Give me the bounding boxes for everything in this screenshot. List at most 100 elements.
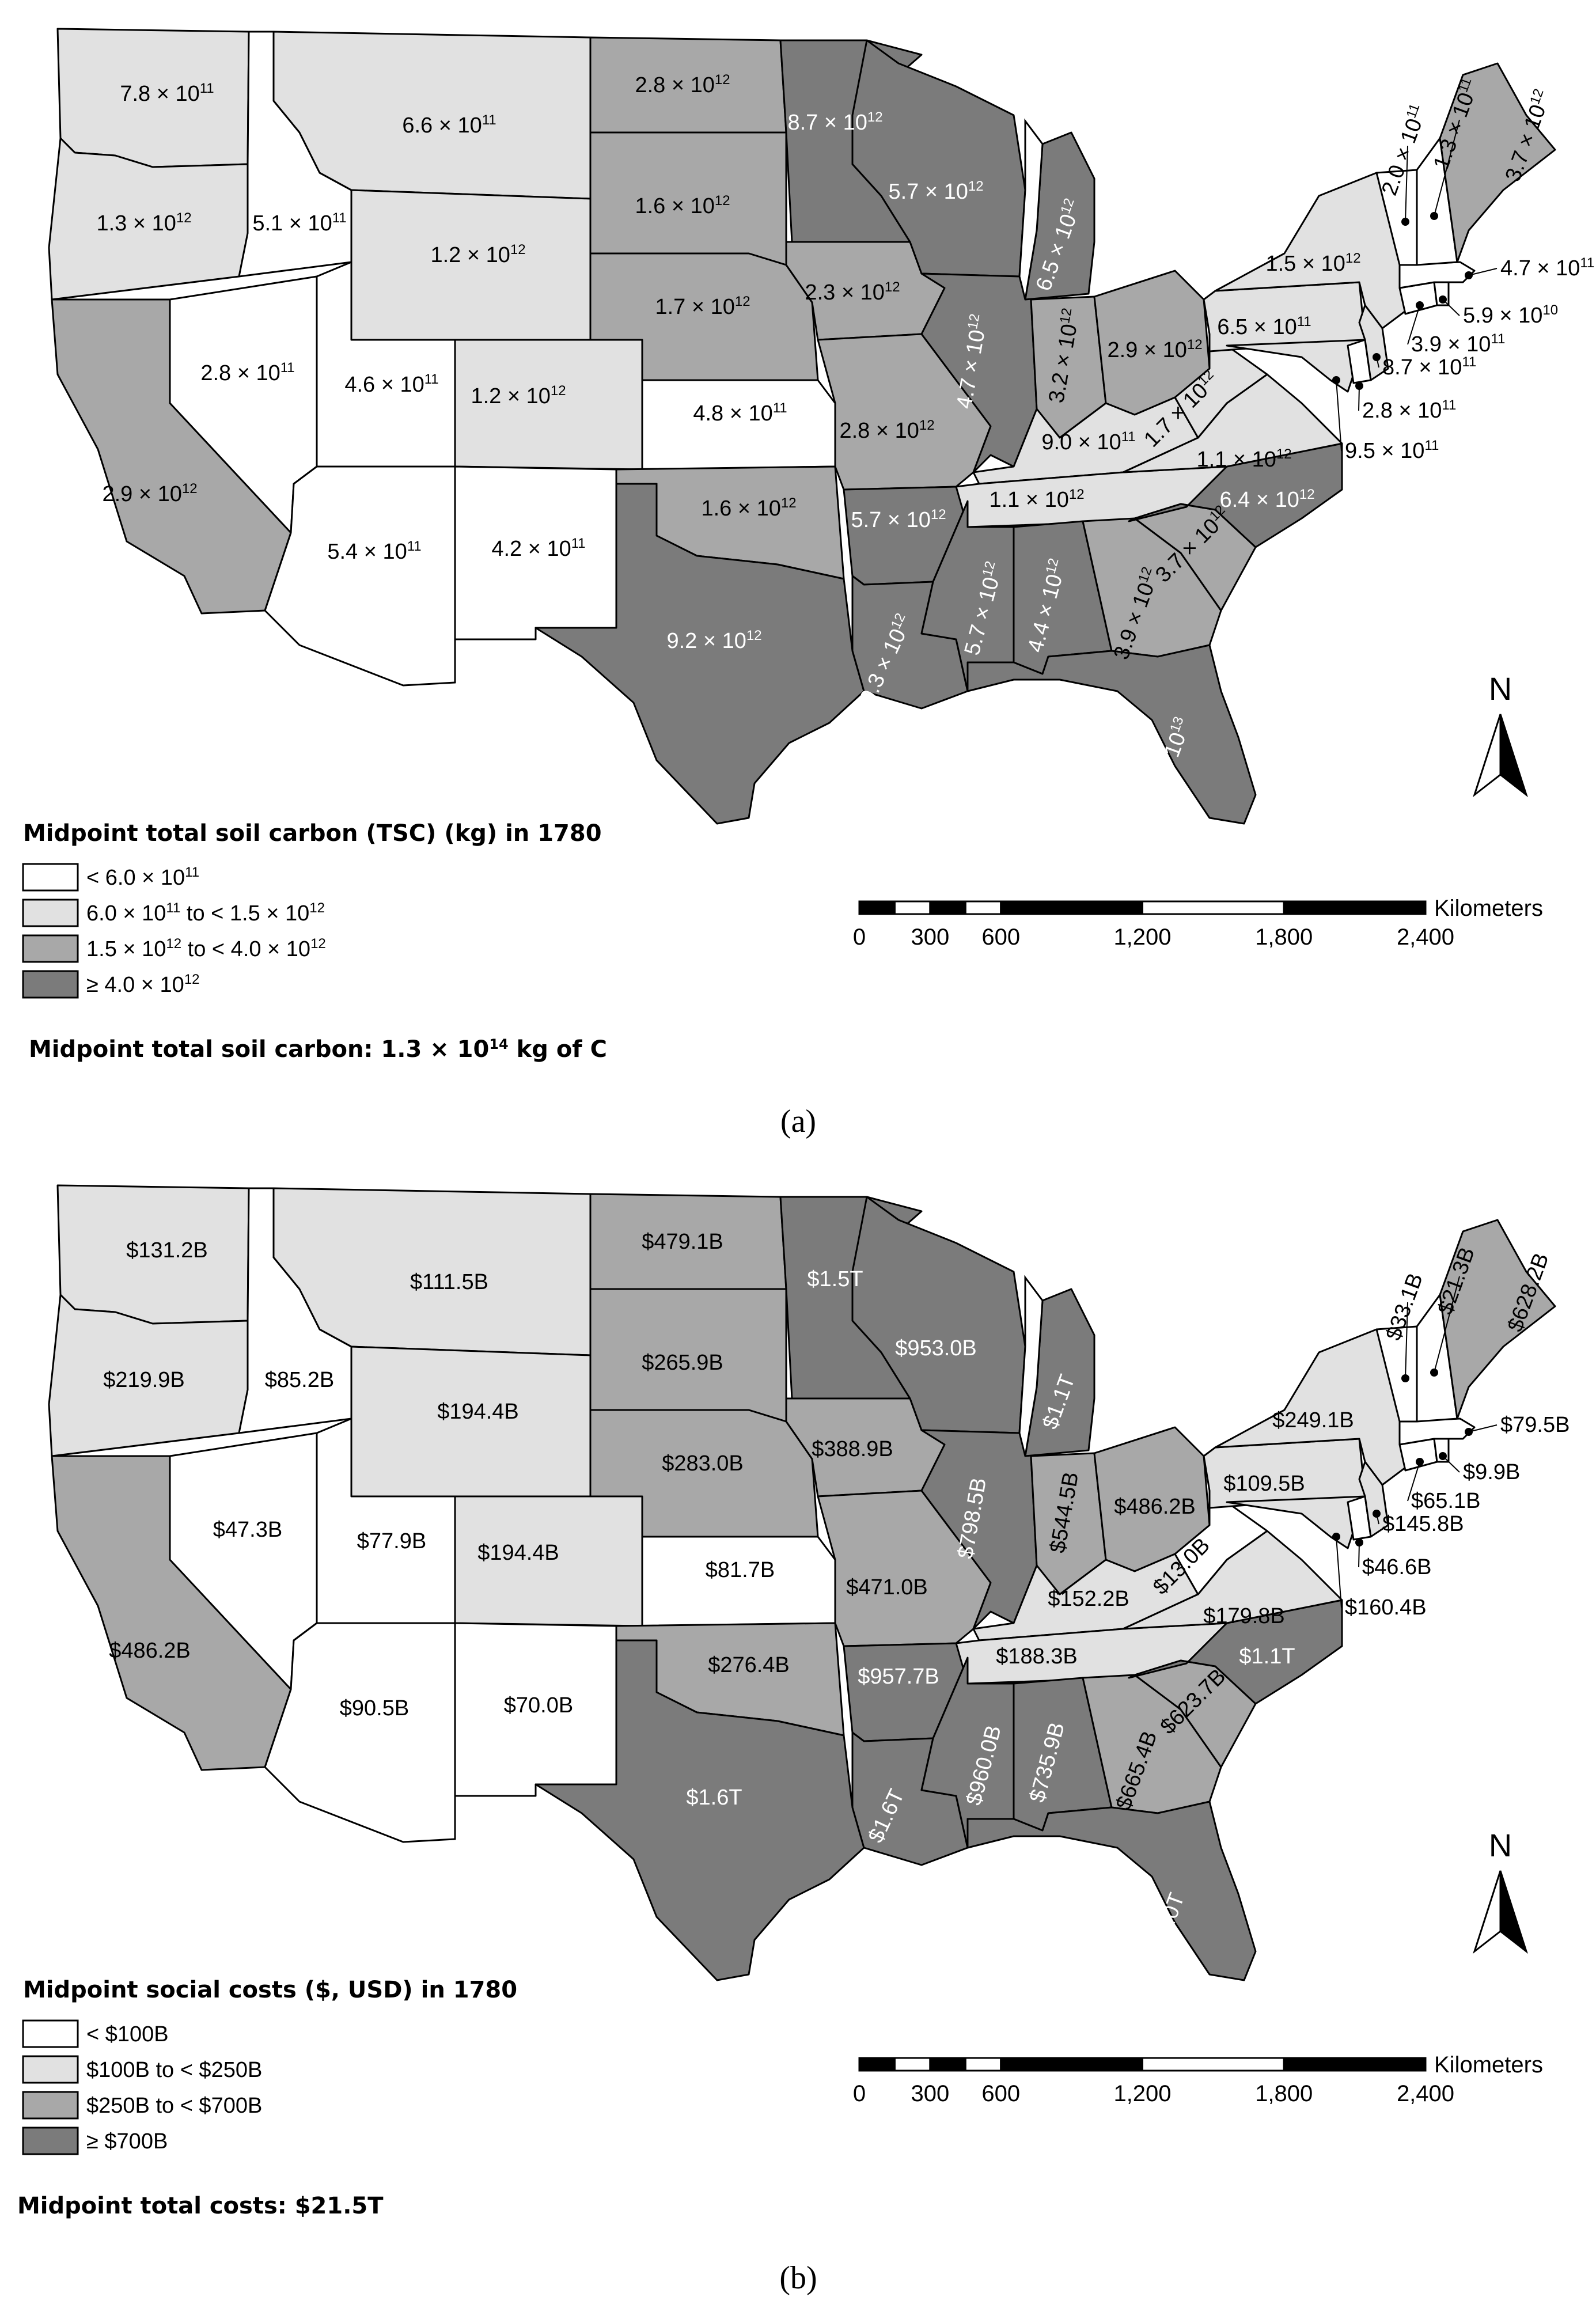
state-label-ar: 5.7 × 1012	[851, 507, 946, 532]
scale-unit: Kilometers	[1434, 896, 1543, 921]
lake-michigan	[1018, 1275, 1044, 1457]
callout-dot-ma	[1465, 1428, 1473, 1436]
state-label-az: $90.5B	[340, 1696, 409, 1720]
state-az	[264, 465, 456, 687]
state-me	[1439, 1219, 1556, 1420]
north-arrow-label: N	[1489, 1827, 1512, 1863]
state-label-nd: $479.1B	[642, 1230, 723, 1254]
scale-segment	[1000, 900, 1143, 915]
state-label-oh: 2.9 × 1012	[1107, 337, 1202, 362]
state-label-mt: $111.5B	[410, 1270, 488, 1294]
state-label-nj: $145.8B	[1382, 1512, 1464, 1536]
state-label-mo: $471.0B	[846, 1575, 928, 1599]
scale-segment	[964, 2057, 1002, 2072]
state-nj	[1358, 1461, 1389, 1538]
legend-item-label: $250B to < $700B	[86, 2094, 262, 2118]
scale-segment	[893, 900, 931, 915]
callout-dot-md	[1332, 376, 1340, 384]
state-nc	[1128, 442, 1343, 548]
state-label-ar: $957.7B	[858, 1665, 939, 1689]
panel-a-map: 7.8 × 1011 1.3 × 1012 5.1 × 1011 6.6 × 1011…	[22, 28, 1594, 1139]
state-label-ct: 3.9 × 1011	[1411, 331, 1505, 357]
callout-dot-ct	[1416, 1458, 1424, 1466]
state-label-pa: $109.5B	[1223, 1472, 1305, 1496]
state-label-nc: $1.1T	[1239, 1644, 1295, 1669]
scale-bar: Kilometers 0 300 600 1,200 1,800 2,400	[853, 2052, 1543, 2106]
state-label-mn: $1.5T	[807, 1267, 863, 1291]
legend-swatch	[22, 863, 79, 892]
callout-line-nh	[1434, 1276, 1460, 1373]
state-label-ma: $79.5B	[1500, 1413, 1570, 1437]
scale-tick-label: 1,800	[1255, 2081, 1313, 2106]
callout-line-md	[1336, 1536, 1342, 1608]
state-label-ut: 4.6 × 1011	[344, 372, 438, 397]
state-label-wy: 1.2 × 1012	[430, 242, 525, 267]
state-label-ia: 2.3 × 1012	[805, 279, 900, 305]
state-label-wa: 7.8 × 1011	[120, 81, 214, 106]
state-label-mt: 6.6 × 1011	[402, 112, 496, 138]
state-label-wi: $953.0B	[895, 1336, 977, 1360]
scale-tick-label: 1,800	[1255, 924, 1313, 950]
state-label-nm: 4.2 × 1011	[491, 536, 585, 561]
state-label-de: $46.6B	[1362, 1555, 1431, 1579]
legend-swatch	[22, 2127, 79, 2155]
legend-swatch	[22, 899, 79, 927]
state-label-nj: 8.7 × 1011	[1382, 354, 1476, 380]
state-label-or: $219.9B	[103, 1368, 185, 1392]
north-arrow-left	[1473, 714, 1502, 798]
state-label-or: 1.3 × 1012	[96, 210, 191, 236]
state-label-md: $160.4B	[1345, 1595, 1427, 1620]
state-label-ok: $276.4B	[708, 1653, 790, 1677]
legend-item-label: 6.0 × 1011 to < 1.5 × 1012	[86, 900, 325, 926]
state-label-ct: $65.1B	[1411, 1489, 1480, 1513]
legend-item-label: < $100B	[86, 2022, 169, 2046]
scale-tick-label: 2,400	[1397, 924, 1454, 950]
scale-tick-label: 2,400	[1397, 2081, 1454, 2106]
scale-tick-label: 0	[853, 2081, 866, 2106]
scale-segment	[1283, 900, 1427, 915]
callout-dot-ma	[1465, 271, 1473, 279]
panel-caption: (a)	[780, 1104, 816, 1139]
legend-title: Midpoint social costs ($, USD) in 1780	[23, 1977, 517, 2003]
scale-segment	[964, 900, 1002, 915]
callout-line-vt	[1405, 145, 1408, 222]
north-arrow-left	[1473, 1870, 1502, 1954]
state-label-ks: 4.8 × 1011	[693, 400, 787, 426]
state-label-id: $85.2B	[265, 1368, 334, 1392]
state-label-md: 9.5 × 1011	[1345, 438, 1439, 463]
state-label-ne: 1.7 × 1012	[655, 294, 750, 319]
scale-segment	[1000, 2057, 1143, 2072]
callout-dot-ri	[1439, 295, 1447, 304]
legend-item-label: ≥ $700B	[86, 2129, 168, 2154]
lake-michigan	[1018, 118, 1044, 300]
total-label: Midpoint total soil carbon: 1.3 × 1014 k…	[29, 1036, 607, 1063]
state-label-ky: $152.2B	[1048, 1587, 1129, 1611]
north-arrow: N	[1473, 670, 1528, 798]
legend-item-label: 1.5 × 1012 to < 4.0 × 1012	[86, 936, 326, 961]
legend-item-label: < 6.0 × 1011	[86, 865, 199, 890]
legend-title: Midpoint total soil carbon (TSC) (kg) in…	[23, 820, 602, 847]
scale-segment	[1283, 2057, 1427, 2072]
state-wv	[1174, 1489, 1268, 1595]
state-label-sd: 1.6 × 1012	[635, 193, 730, 218]
scale-segment	[858, 900, 896, 915]
scale-tick-label: 600	[981, 2081, 1020, 2106]
state-label-ma: 4.7 × 1011	[1500, 255, 1594, 281]
state-label-nv: 2.8 × 1011	[200, 360, 294, 385]
callout-dot-de	[1355, 1538, 1363, 1546]
state-label-nc: 6.4 × 1012	[1219, 487, 1314, 512]
state-md	[1226, 339, 1366, 393]
state-label-ri: 5.9 × 1010	[1463, 302, 1558, 328]
state-ma	[1398, 1417, 1476, 1446]
scale-tick-label: 1,200	[1113, 924, 1171, 950]
state-label-mn: 8.7 × 1012	[787, 109, 882, 135]
legend-swatch	[22, 2055, 79, 2084]
state-label-wy: $194.4B	[437, 1400, 519, 1424]
callout-line-nh	[1434, 119, 1460, 217]
state-label-ut: $77.9B	[357, 1529, 426, 1553]
state-label-pa: 6.5 × 1011	[1217, 314, 1311, 339]
state-nj	[1358, 304, 1389, 381]
state-ca	[51, 1455, 292, 1771]
state-label-mo: 2.8 × 1012	[839, 418, 934, 443]
scale-segment	[929, 2057, 966, 2072]
